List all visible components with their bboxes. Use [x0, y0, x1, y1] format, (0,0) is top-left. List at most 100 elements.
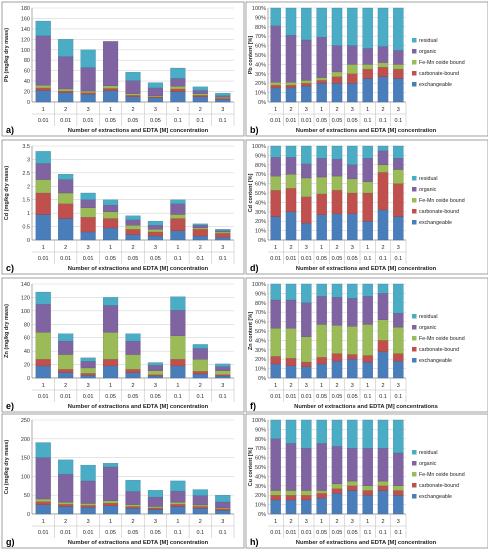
x-tick-concentration: 0.05 [150, 118, 161, 124]
y-tick-label: 0% [258, 238, 266, 244]
bar-segment-residual [316, 283, 327, 297]
x-tick-extraction: 2 [64, 107, 67, 113]
bar-segment-exchangeable [285, 365, 297, 379]
bar-segment-fe-mn-oxide-bound [331, 325, 343, 354]
bar-segment-exchangeable [393, 495, 404, 515]
x-tick-extraction: 1 [366, 245, 369, 251]
bar-segment-residual [393, 7, 404, 51]
bar-segment-exchangeable [362, 495, 373, 515]
x-tick-extraction: 3 [351, 383, 354, 389]
legend-label: carbonate-bound [419, 347, 459, 353]
x-axis-label: Number of extractions and EDTA [M] conce… [68, 404, 209, 410]
bar-segment-residual [80, 192, 96, 200]
x-tick-concentration: 0.05 [332, 394, 343, 400]
bar-segment-carbonate-bound [125, 369, 141, 373]
bar-segment-residual [147, 490, 164, 498]
bar-segment-carbonate-bound [170, 218, 186, 231]
bar-segment-residual [125, 333, 141, 342]
bar-segment-organic [301, 39, 312, 81]
y-tick-label: 80% [255, 437, 266, 443]
x-tick-extraction: 3 [87, 519, 90, 525]
bar-segment-organic [35, 303, 51, 333]
y-tick-label: 30% [255, 72, 266, 78]
bar-segment-organic [102, 204, 119, 212]
x-tick-concentration: 0.05 [332, 118, 343, 124]
bar-segment-exchangeable [362, 361, 373, 379]
bar-segment-exchangeable [347, 213, 358, 241]
bar-segment-residual [362, 283, 373, 297]
bar-segment-exchangeable [316, 214, 327, 241]
bar-segment-organic [347, 448, 358, 482]
x-axis-label: Number of extractions and EDTA [M] conce… [68, 128, 209, 134]
bar-segment-residual [331, 283, 343, 298]
bar-segment-carbonate-bound [192, 371, 208, 375]
bar-segment-fe-mn-oxide-bound [170, 502, 186, 505]
bar-segment-fe-mn-oxide-bound [192, 359, 208, 372]
x-tick-extraction: 1 [320, 245, 323, 251]
x-tick-extraction: 1 [42, 107, 45, 113]
x-tick-extraction: 2 [131, 107, 134, 113]
y-tick-label: 90% [255, 427, 266, 433]
x-tick-concentration: 0.1 [364, 394, 372, 400]
bar-segment-exchangeable [192, 508, 208, 515]
bar-segment-carbonate-bound [270, 495, 281, 501]
panel-letter: h) [250, 537, 259, 547]
bar-segment-exchangeable [316, 497, 327, 515]
bar-segment-residual [377, 7, 389, 47]
bar-segment-carbonate-bound [377, 172, 389, 211]
bar-segment-organic [125, 340, 141, 355]
bar-segment-fe-mn-oxide-bound [377, 480, 389, 486]
x-tick-concentration: 0.1 [379, 256, 387, 262]
x-tick-extraction: 2 [199, 107, 202, 113]
x-tick-concentration: 0.1 [219, 530, 227, 536]
bar-segment-carbonate-bound [192, 506, 208, 509]
bar-segment-organic [147, 365, 164, 371]
chart-panel-e: 0 20 40 60 80 100 120 140 Zn (mg/kg dry mass) 1 0.… [1, 277, 245, 413]
bar-segment-residual [270, 419, 281, 439]
bar-segment-organic [316, 296, 327, 325]
x-tick-extraction: 2 [131, 383, 134, 389]
y-axis-label: Cu content [%] [248, 447, 254, 486]
y-tick-label: 90% [255, 15, 266, 21]
bar-segment-carbonate-bound [362, 68, 373, 79]
bar-segment-carbonate-bound [331, 190, 343, 214]
bar-segment-exchangeable [270, 87, 281, 103]
bar-segment-exchangeable [125, 508, 141, 515]
x-tick-extraction: 2 [64, 519, 67, 525]
bar-segment-fe-mn-oxide-bound [125, 225, 141, 230]
x-tick-extraction: 3 [351, 245, 354, 251]
bar-segment-residual [80, 464, 96, 482]
x-tick-extraction: 2 [64, 245, 67, 251]
x-tick-extraction: 1 [109, 107, 112, 113]
bar-segment-exchangeable [301, 85, 312, 103]
bar-segment-fe-mn-oxide-bound [301, 336, 312, 363]
bar-segment-organic [80, 361, 96, 369]
bar-segment-carbonate-bound [362, 355, 373, 363]
bar-segment-residual [285, 283, 297, 301]
bar-segment-carbonate-bound [347, 192, 358, 214]
bar-segment-fe-mn-oxide-bound [301, 80, 312, 84]
x-tick-concentration: 0.01 [301, 530, 312, 536]
x-tick-extraction: 2 [199, 383, 202, 389]
x-tick-extraction: 3 [221, 519, 224, 525]
x-tick-extraction: 1 [176, 245, 179, 251]
bar-segment-carbonate-bound [125, 95, 141, 97]
bar-segment-exchangeable [285, 211, 297, 241]
bar-segment-residual [125, 72, 141, 81]
bar-segment-fe-mn-oxide-bound [316, 77, 327, 81]
bar-segment-exchangeable [215, 237, 231, 241]
bar-segment-carbonate-bound [362, 490, 373, 496]
bar-segment-carbonate-bound [170, 88, 186, 92]
bar-segment-carbonate-bound [347, 73, 358, 84]
bar-segment-fe-mn-oxide-bound [270, 82, 281, 86]
bar-segment-carbonate-bound [215, 374, 231, 377]
bar-segment-carbonate-bound [80, 373, 96, 376]
bar-segment-carbonate-bound [215, 233, 231, 238]
bar-segment-organic [362, 296, 373, 325]
x-tick-extraction: 1 [109, 519, 112, 525]
legend-label: carbonate-bound [419, 483, 459, 489]
legend-label: organic [419, 325, 437, 331]
x-axis-label: Number of extractions and EDTA [M] conce… [296, 266, 437, 272]
y-tick-label: 20% [255, 219, 266, 225]
